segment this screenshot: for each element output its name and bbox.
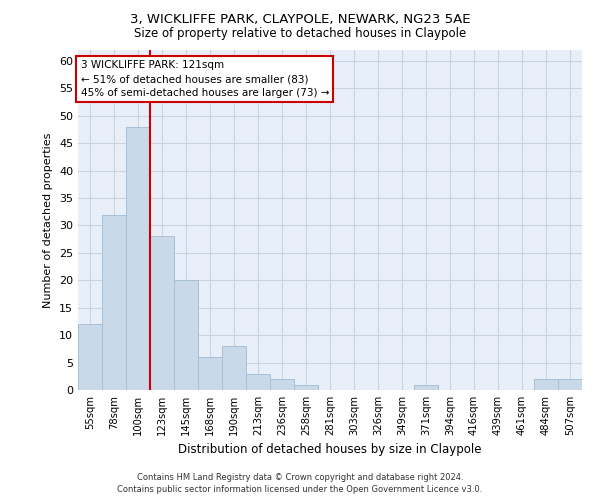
Bar <box>222 346 246 390</box>
Bar <box>558 379 582 390</box>
Text: 3 WICKLIFFE PARK: 121sqm
← 51% of detached houses are smaller (83)
45% of semi-d: 3 WICKLIFFE PARK: 121sqm ← 51% of detach… <box>80 60 329 98</box>
Bar <box>174 280 198 390</box>
Bar <box>198 357 222 390</box>
Bar <box>126 127 150 390</box>
Bar <box>534 379 558 390</box>
Bar <box>294 384 318 390</box>
X-axis label: Distribution of detached houses by size in Claypole: Distribution of detached houses by size … <box>178 444 482 456</box>
Bar <box>102 214 126 390</box>
Bar <box>270 379 294 390</box>
Text: Contains HM Land Registry data © Crown copyright and database right 2024.
Contai: Contains HM Land Registry data © Crown c… <box>118 472 482 494</box>
Y-axis label: Number of detached properties: Number of detached properties <box>43 132 53 308</box>
Bar <box>78 324 102 390</box>
Bar <box>246 374 270 390</box>
Bar <box>414 384 438 390</box>
Bar <box>150 236 174 390</box>
Text: Size of property relative to detached houses in Claypole: Size of property relative to detached ho… <box>134 28 466 40</box>
Text: 3, WICKLIFFE PARK, CLAYPOLE, NEWARK, NG23 5AE: 3, WICKLIFFE PARK, CLAYPOLE, NEWARK, NG2… <box>130 12 470 26</box>
